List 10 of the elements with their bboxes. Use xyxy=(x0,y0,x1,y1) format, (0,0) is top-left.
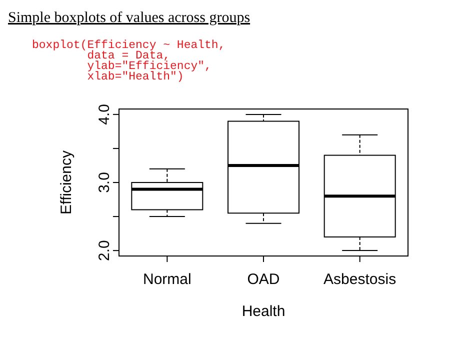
chart-title: Simple boxplots of values across groups xyxy=(8,10,250,26)
y-tick-label: 3.0 xyxy=(96,172,113,193)
y-tick-label: 2.0 xyxy=(96,240,113,261)
x-axis-title: Health xyxy=(242,303,286,320)
y-axis-title: Efficiency xyxy=(58,150,75,214)
x-tick-label: Normal xyxy=(142,271,192,288)
x-tick-label: Asbestosis xyxy=(324,271,396,288)
text: boxplot(Efficiency ~ Health, data = Data, ylab="Efficiency", xlab="Health") xyxy=(32,39,226,84)
x-tick-label: OAD xyxy=(247,271,280,288)
y-tick-label: 4.0 xyxy=(96,104,113,125)
